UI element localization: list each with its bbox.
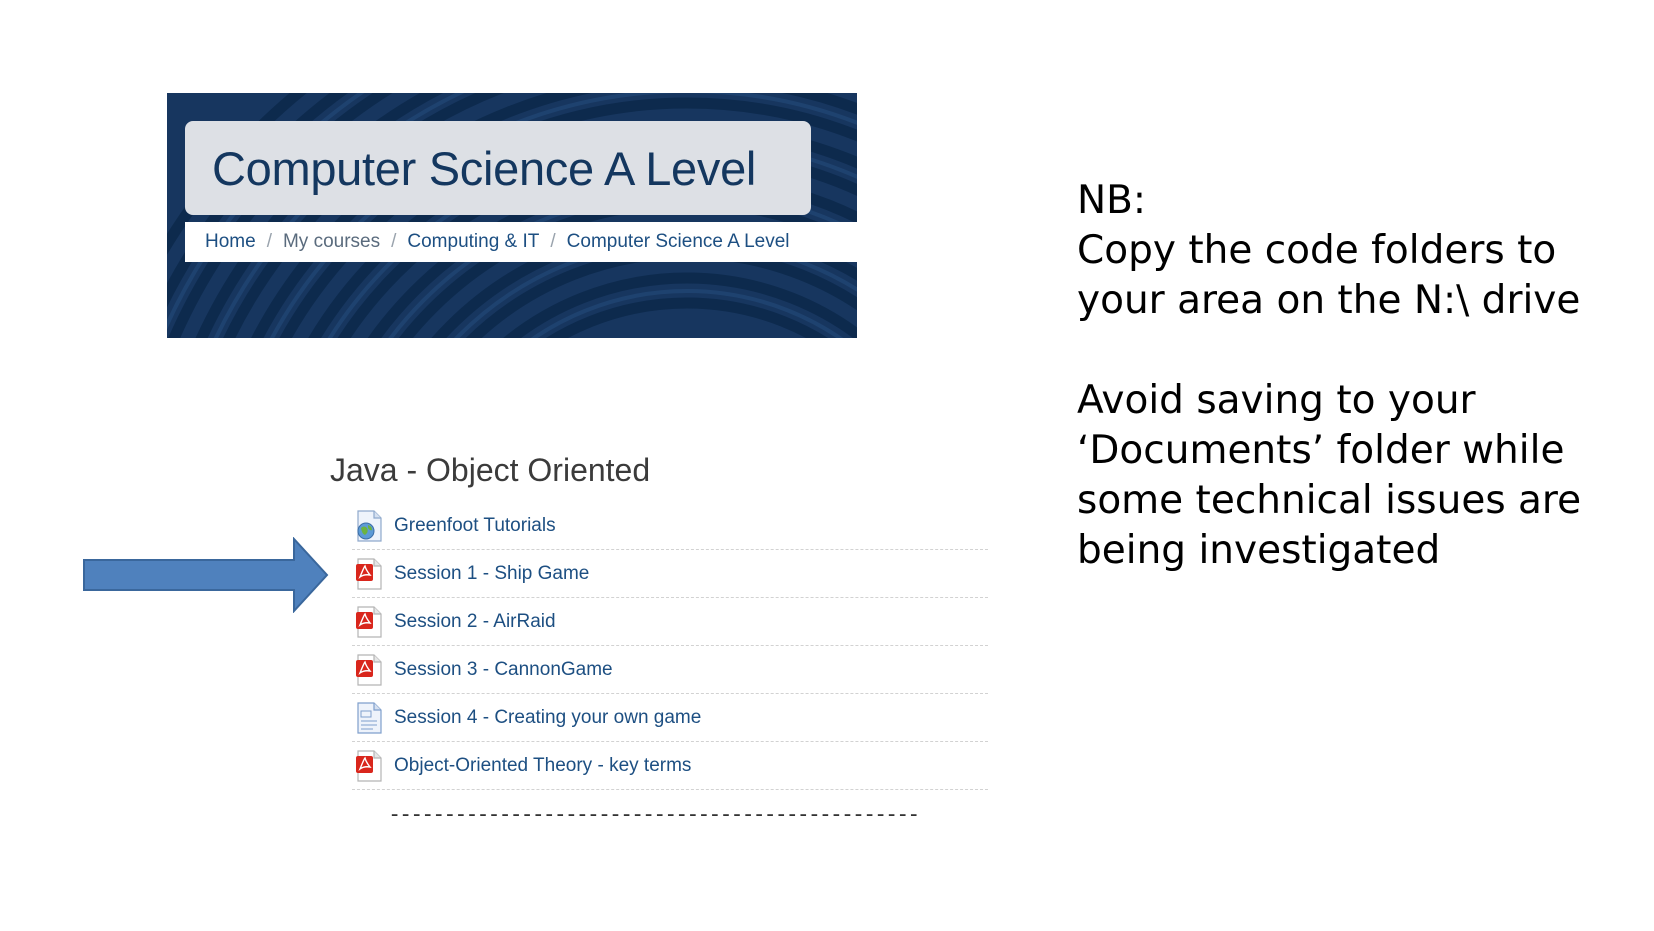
pdf-icon xyxy=(356,605,382,638)
pdf-icon xyxy=(356,749,382,782)
activity-list: Greenfoot Tutorials Session 1 - Ship Gam… xyxy=(352,502,988,790)
section-title: Java - Object Oriented xyxy=(330,452,651,488)
url-globe-icon xyxy=(357,509,382,542)
breadcrumb-separator: / xyxy=(550,231,556,252)
activity-session-2[interactable]: Session 2 - AirRaid xyxy=(352,598,988,646)
activity-session-4[interactable]: Session 4 - Creating your own game xyxy=(352,694,988,742)
activity-label[interactable]: Session 3 - CannonGame xyxy=(394,658,613,680)
breadcrumb: Home / My courses / Computing & IT / Com… xyxy=(185,222,857,262)
breadcrumb-my-courses[interactable]: My courses xyxy=(282,231,381,252)
breadcrumb-separator: / xyxy=(266,231,272,252)
arrow-right-icon xyxy=(83,537,329,613)
course-title-box: Computer Science A Level xyxy=(185,121,811,215)
breadcrumb-separator: / xyxy=(391,231,397,252)
pdf-icon xyxy=(356,557,382,590)
document-icon xyxy=(357,701,382,734)
breadcrumb-home[interactable]: Home xyxy=(205,231,256,252)
activity-greenfoot-tutorials[interactable]: Greenfoot Tutorials xyxy=(352,502,988,550)
activity-label[interactable]: Session 1 - Ship Game xyxy=(394,562,590,584)
note-heading: NB: xyxy=(1077,178,1147,223)
note-copy-instruction: Copy the code folders to your area on th… xyxy=(1077,228,1581,323)
instructions-note: NB: Copy the code folders to your area o… xyxy=(1077,176,1637,576)
note-spacer xyxy=(1077,326,1637,376)
activity-label[interactable]: Greenfoot Tutorials xyxy=(394,514,556,536)
activity-session-3[interactable]: Session 3 - CannonGame xyxy=(352,646,988,694)
note-avoid-instruction: Avoid saving to your ‘Documents’ folder … xyxy=(1077,378,1582,573)
section-divider: ----------------------------------------… xyxy=(388,802,920,827)
breadcrumb-computing-it[interactable]: Computing & IT xyxy=(407,231,540,252)
breadcrumb-computer-science[interactable]: Computer Science A Level xyxy=(566,231,790,252)
activity-oo-theory[interactable]: Object-Oriented Theory - key terms xyxy=(352,742,988,790)
pdf-icon xyxy=(356,653,382,686)
activity-label[interactable]: Object-Oriented Theory - key terms xyxy=(394,754,692,776)
activity-label[interactable]: Session 2 - AirRaid xyxy=(394,610,556,632)
activity-label[interactable]: Session 4 - Creating your own game xyxy=(394,706,702,728)
activity-session-1[interactable]: Session 1 - Ship Game xyxy=(352,550,988,598)
course-title: Computer Science A Level xyxy=(212,141,757,195)
course-header-banner: Computer Science A Level Home / My cours… xyxy=(167,93,857,338)
